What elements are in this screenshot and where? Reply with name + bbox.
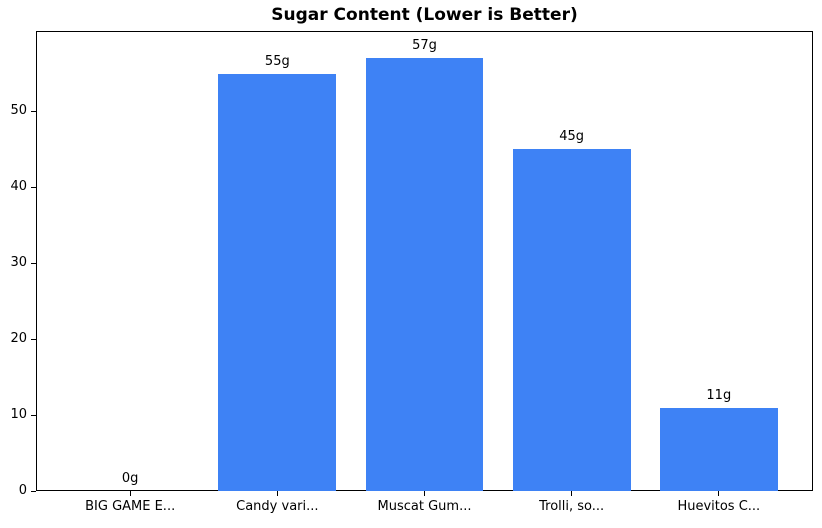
x-tick-mark bbox=[129, 491, 131, 496]
bar-value-label: 11g bbox=[706, 387, 732, 403]
bar bbox=[218, 73, 337, 491]
bar-value-label: 0g bbox=[121, 471, 139, 486]
bar-value-label: 57g bbox=[412, 38, 437, 54]
x-tick-mark bbox=[571, 491, 573, 496]
bar bbox=[659, 407, 778, 491]
y-tick-label: 10 bbox=[10, 407, 27, 423]
bar bbox=[512, 149, 631, 491]
y-tick-label: 30 bbox=[10, 255, 27, 271]
bar bbox=[365, 58, 484, 491]
x-tick-mark bbox=[718, 491, 720, 496]
y-tick-mark bbox=[31, 262, 36, 264]
x-tick-label: BIG GAME E... bbox=[85, 499, 176, 514]
y-tick-mark bbox=[31, 490, 36, 492]
y-tick-mark bbox=[31, 186, 36, 188]
y-tick-mark bbox=[31, 110, 36, 112]
y-tick-label: 0 bbox=[18, 483, 27, 498]
x-tick-label: Candy vari... bbox=[236, 499, 319, 514]
x-tick-label: Muscat Gum... bbox=[377, 499, 472, 514]
bar-value-label: 45g bbox=[559, 129, 585, 145]
y-tick-label: 20 bbox=[10, 331, 27, 347]
y-tick-label: 50 bbox=[10, 103, 27, 119]
chart-title: Sugar Content (Lower is Better) bbox=[271, 5, 578, 25]
y-tick-mark bbox=[31, 338, 36, 340]
x-tick-mark bbox=[424, 491, 425, 496]
x-tick-label: Huevitos C... bbox=[677, 499, 761, 514]
bar-value-label: 55g bbox=[264, 53, 290, 69]
y-tick-mark bbox=[31, 414, 36, 416]
x-tick-mark bbox=[276, 491, 278, 496]
x-tick-label: Trolli, so... bbox=[539, 499, 605, 514]
y-tick-label: 40 bbox=[10, 179, 27, 195]
